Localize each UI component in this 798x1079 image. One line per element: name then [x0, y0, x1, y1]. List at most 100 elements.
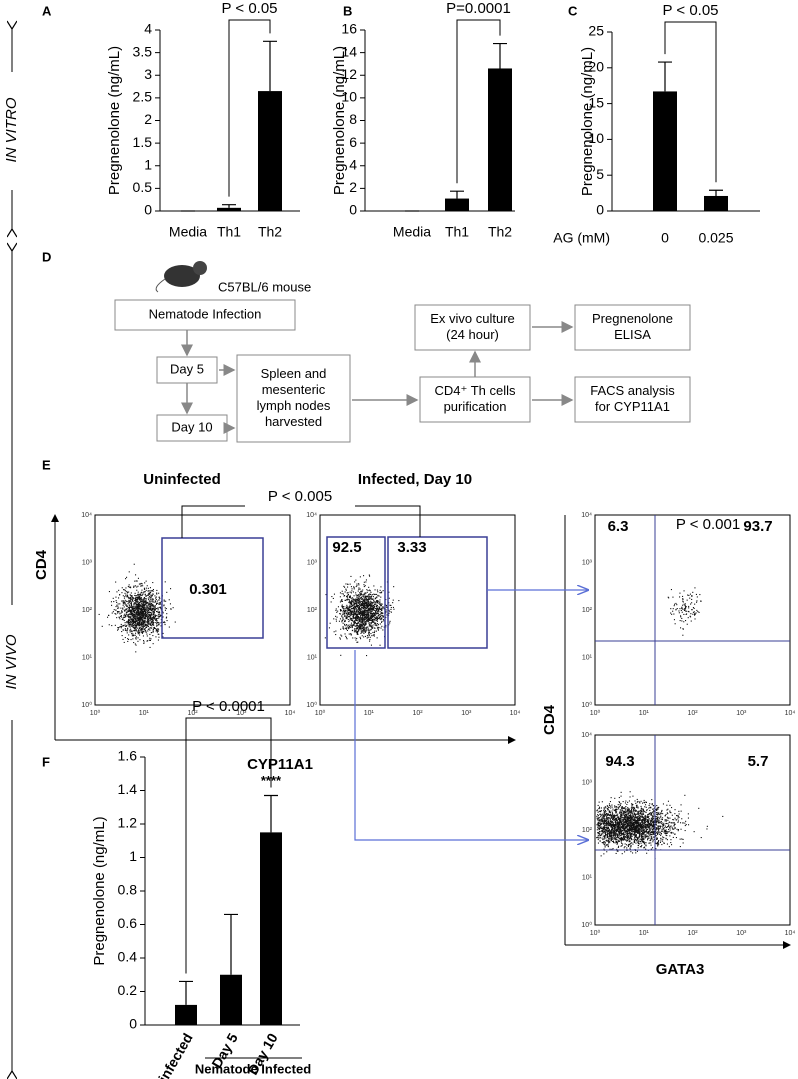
event-dot [350, 613, 352, 615]
event-dot [608, 822, 610, 824]
event-dot [117, 627, 119, 629]
event-dot [627, 816, 629, 818]
event-dot [373, 621, 375, 623]
event-dot [673, 613, 675, 615]
event-dot [353, 599, 355, 601]
event-dot [156, 610, 158, 612]
event-dot [627, 813, 629, 815]
event-dot [126, 608, 128, 610]
event-dot [141, 606, 143, 608]
event-dot [346, 629, 348, 631]
event-dot [633, 833, 635, 835]
event-dot [676, 815, 678, 817]
event-dot [150, 597, 152, 599]
node-text: for CYP11A1 [595, 399, 670, 414]
event-dot [362, 602, 364, 604]
event-dot [138, 596, 140, 598]
event-dot [612, 821, 614, 823]
event-dot [621, 842, 623, 844]
event-dot [612, 848, 614, 850]
event-dot [659, 821, 661, 823]
event-dot [652, 816, 654, 818]
event-dot [626, 816, 628, 818]
event-dot [364, 601, 366, 603]
event-dot [139, 624, 141, 626]
event-dot [362, 620, 364, 622]
event-dot [601, 823, 603, 825]
event-dot [363, 594, 365, 596]
event-dot [155, 598, 157, 600]
event-dot [690, 616, 692, 618]
event-dot [353, 611, 355, 613]
event-dot [645, 842, 647, 844]
event-dot [355, 602, 357, 604]
event-dot [648, 804, 650, 806]
event-dot [603, 820, 605, 822]
event-dot [688, 824, 690, 826]
event-dot [645, 844, 647, 846]
event-dot [659, 827, 661, 829]
node-box [574, 376, 691, 423]
y-tick-label: 1.4 [118, 781, 138, 797]
event-dot [603, 812, 605, 814]
event-dot [130, 625, 132, 627]
event-dot [379, 614, 381, 616]
event-dot [631, 830, 633, 832]
event-dot [666, 835, 668, 837]
event-dot [623, 836, 625, 838]
event-dot [683, 603, 685, 605]
event-dot [620, 841, 622, 843]
event-dot [650, 842, 652, 844]
event-dot [361, 628, 363, 630]
bar [258, 91, 282, 211]
event-dot [628, 838, 630, 840]
event-dot [670, 589, 672, 591]
event-dot [642, 810, 644, 812]
event-dot [367, 636, 369, 638]
event-dot [353, 622, 355, 624]
event-dot [141, 594, 143, 596]
event-dot [124, 609, 126, 611]
event-dot [629, 828, 631, 830]
event-dot [633, 838, 635, 840]
event-dot [150, 615, 152, 617]
event-dot [155, 603, 157, 605]
event-dot [646, 816, 648, 818]
event-dot [148, 615, 150, 617]
event-dot [348, 608, 350, 610]
event-dot [652, 818, 654, 820]
event-dot [624, 821, 626, 823]
event-dot [356, 594, 358, 596]
event-dot [363, 586, 365, 588]
event-dot [363, 599, 365, 601]
event-dot [358, 611, 360, 613]
event-dot [111, 625, 113, 627]
event-dot [142, 600, 144, 602]
log-tick-label: 10⁰ [90, 709, 101, 717]
event-dot [642, 822, 644, 824]
event-dot [357, 602, 359, 604]
event-dot [133, 622, 135, 624]
event-dot [625, 814, 627, 816]
event-dot [162, 616, 164, 618]
event-dot [366, 601, 368, 603]
event-dot [166, 616, 168, 618]
event-dot [598, 822, 600, 824]
event-dot [649, 806, 651, 808]
event-dot [133, 618, 135, 620]
event-dot [636, 823, 638, 825]
event-dot [164, 624, 166, 626]
event-dot [641, 832, 643, 834]
event-dot [658, 819, 660, 821]
event-dot [133, 626, 135, 628]
event-dot [140, 605, 142, 607]
event-dot [101, 625, 103, 627]
event-dot [133, 630, 135, 632]
event-dot [619, 830, 621, 832]
event-dot [342, 627, 344, 629]
event-dot [622, 843, 624, 845]
event-dot [144, 620, 146, 622]
event-dot [141, 623, 143, 625]
event-dot [135, 604, 137, 606]
event-dot [341, 600, 343, 602]
